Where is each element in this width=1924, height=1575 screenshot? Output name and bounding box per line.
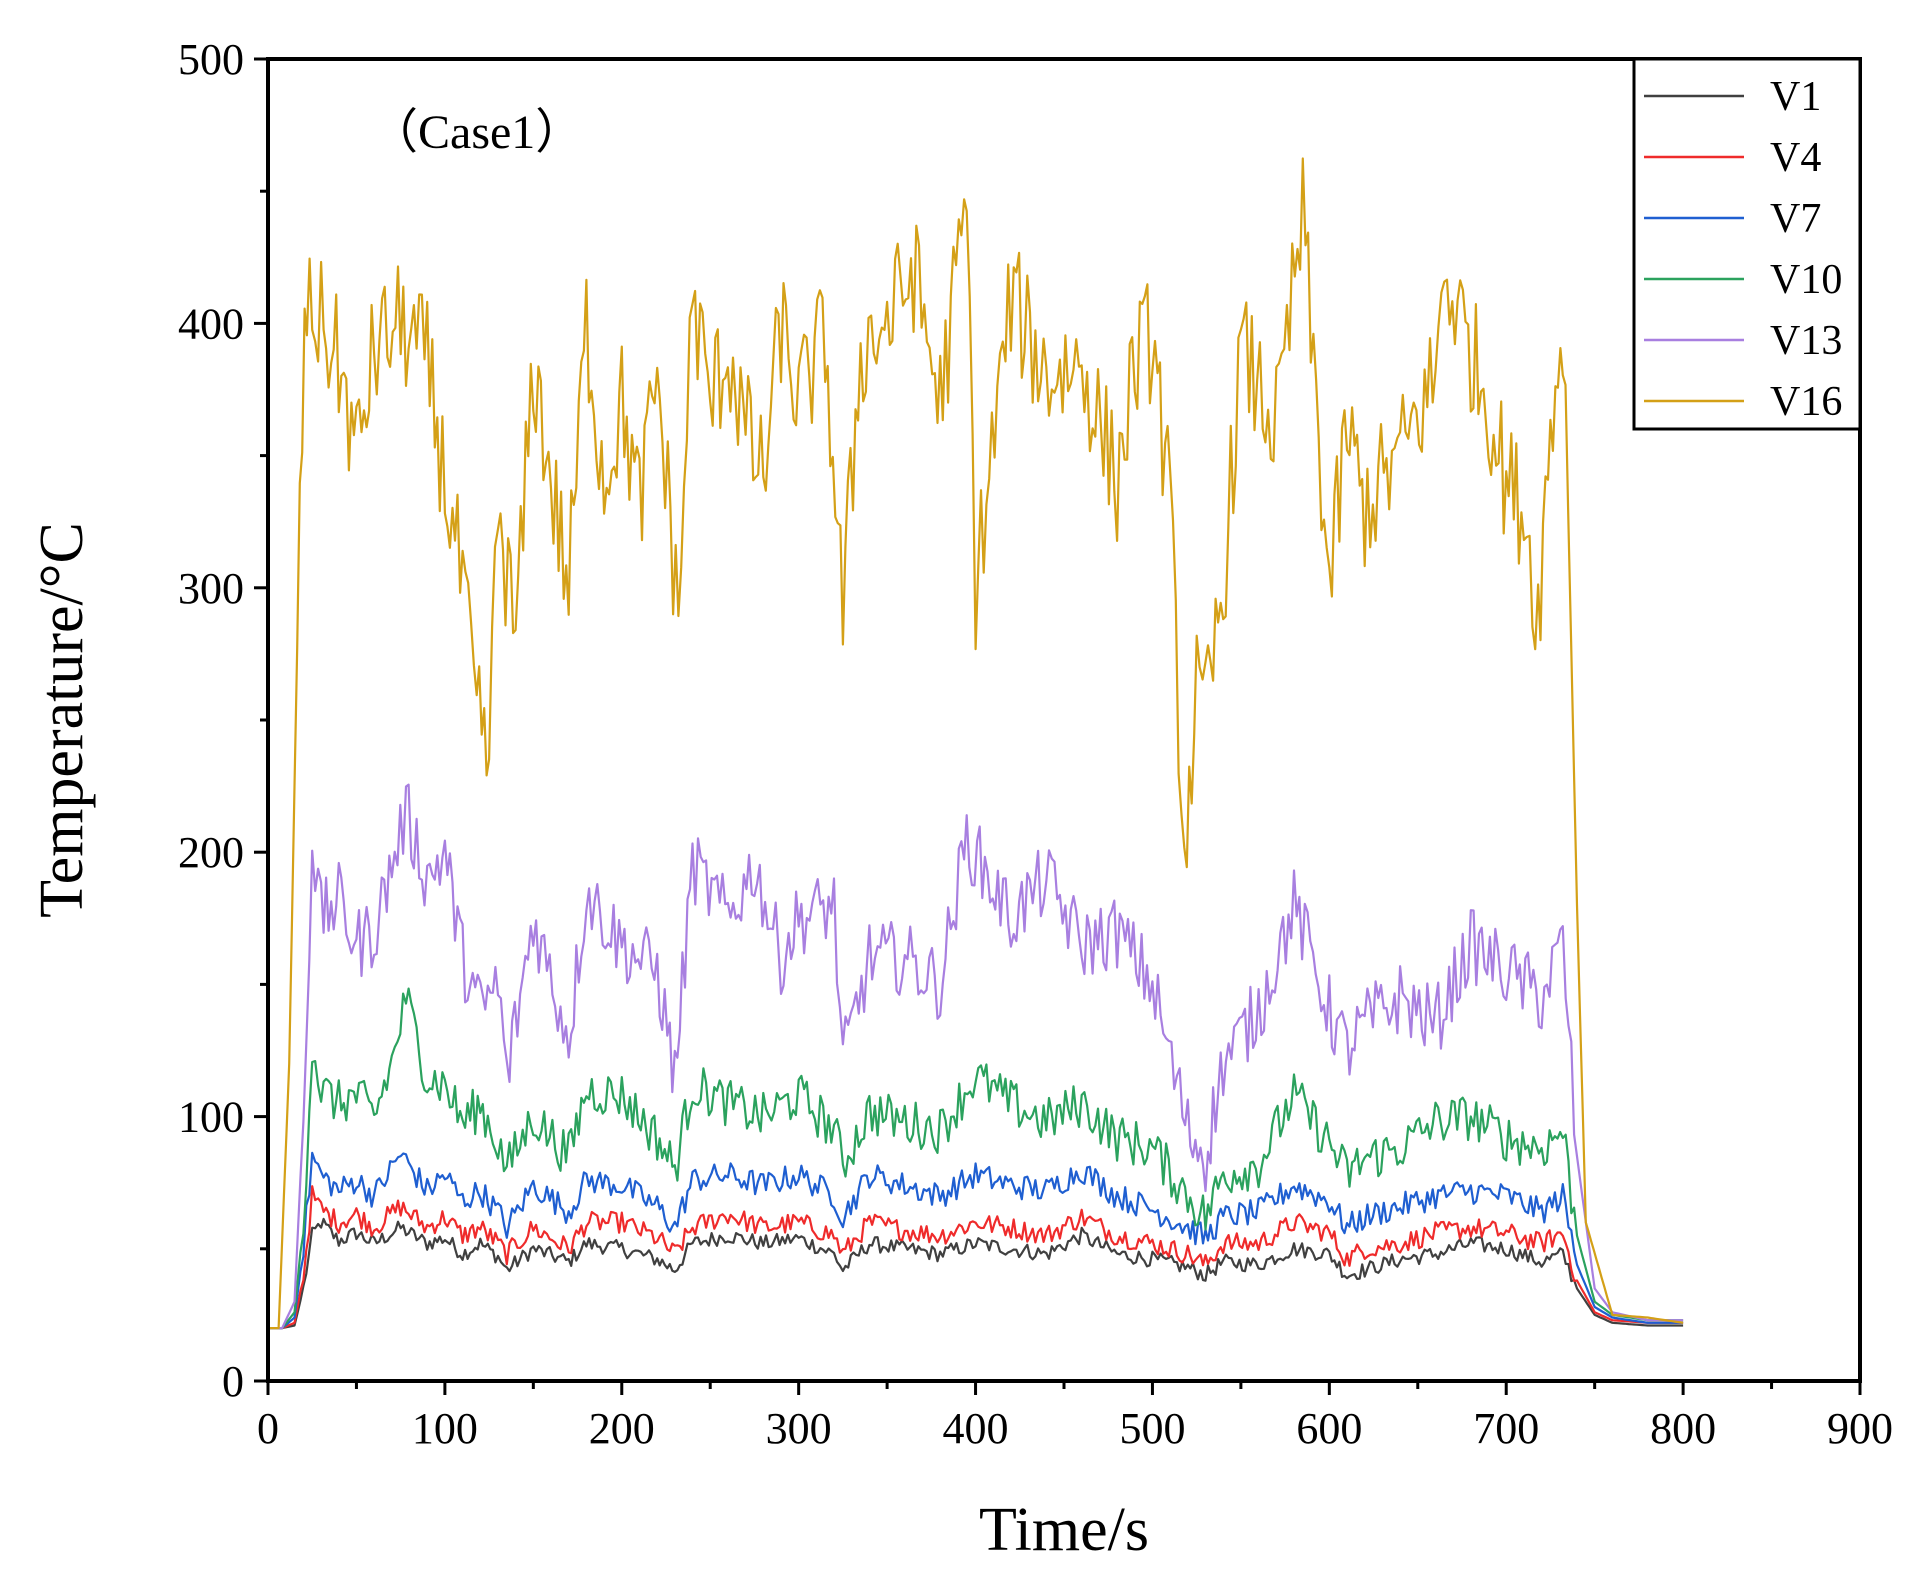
series-v13	[268, 783, 1684, 1330]
x-tick-label: 900	[1827, 1404, 1893, 1453]
legend-item-v7: V7	[1644, 196, 1821, 242]
legend-label: V13	[1770, 318, 1842, 364]
line-v7	[268, 1151, 1684, 1330]
x-tick-label: 0	[257, 1404, 279, 1453]
legend-item-v16: V16	[1644, 379, 1842, 425]
y-axis-ticks: 0 100 200 300 400 500	[178, 35, 268, 1406]
series-v16	[268, 157, 1684, 1330]
x-tick-label: 400	[943, 1404, 1009, 1453]
series-v4	[268, 1185, 1684, 1330]
legend-box	[1632, 57, 1862, 431]
chart-annotation: （Case1）	[370, 106, 583, 159]
x-tick-label: 600	[1296, 1404, 1362, 1453]
line-v4	[268, 1185, 1684, 1330]
legend-item-v1: V1	[1644, 74, 1821, 120]
line-v16	[268, 157, 1684, 1330]
legend-label: V1	[1770, 74, 1821, 120]
y-tick-label: 400	[178, 299, 244, 348]
legend: V1 V4 V7 V10 V13 V16	[1632, 57, 1862, 431]
legend-item-v13: V13	[1644, 318, 1842, 364]
y-tick-label: 300	[178, 564, 244, 613]
legend-label: V4	[1770, 135, 1821, 181]
x-tick-label: 800	[1650, 1404, 1716, 1453]
x-axis-ticks: 0 100 200 300 400 500 600 700 800 900	[257, 1381, 1893, 1453]
line-v10	[268, 987, 1684, 1330]
x-axis-title: Time/s	[979, 1496, 1149, 1564]
y-tick-label: 100	[178, 1093, 244, 1142]
x-tick-label: 300	[766, 1404, 832, 1453]
x-tick-label: 700	[1473, 1404, 1539, 1453]
legend-label: V7	[1770, 196, 1821, 242]
x-tick-label: 200	[589, 1404, 655, 1453]
y-tick-label: 200	[178, 828, 244, 877]
x-tick-label: 100	[412, 1404, 478, 1453]
x-tick-label: 500	[1119, 1404, 1185, 1453]
series-layer	[268, 157, 1684, 1330]
line-v13	[268, 783, 1684, 1330]
y-tick-label: 0	[222, 1357, 244, 1406]
line-v1	[268, 1217, 1684, 1330]
y-tick-label: 500	[178, 35, 244, 84]
legend-label: V16	[1770, 379, 1842, 425]
series-v1	[268, 1217, 1684, 1330]
series-v7	[268, 1151, 1684, 1330]
legend-label: V10	[1770, 257, 1842, 303]
legend-item-v10: V10	[1644, 257, 1842, 303]
y-axis-title: Temperature/°C	[28, 522, 96, 918]
series-v10	[268, 987, 1684, 1330]
legend-item-v4: V4	[1644, 135, 1821, 181]
